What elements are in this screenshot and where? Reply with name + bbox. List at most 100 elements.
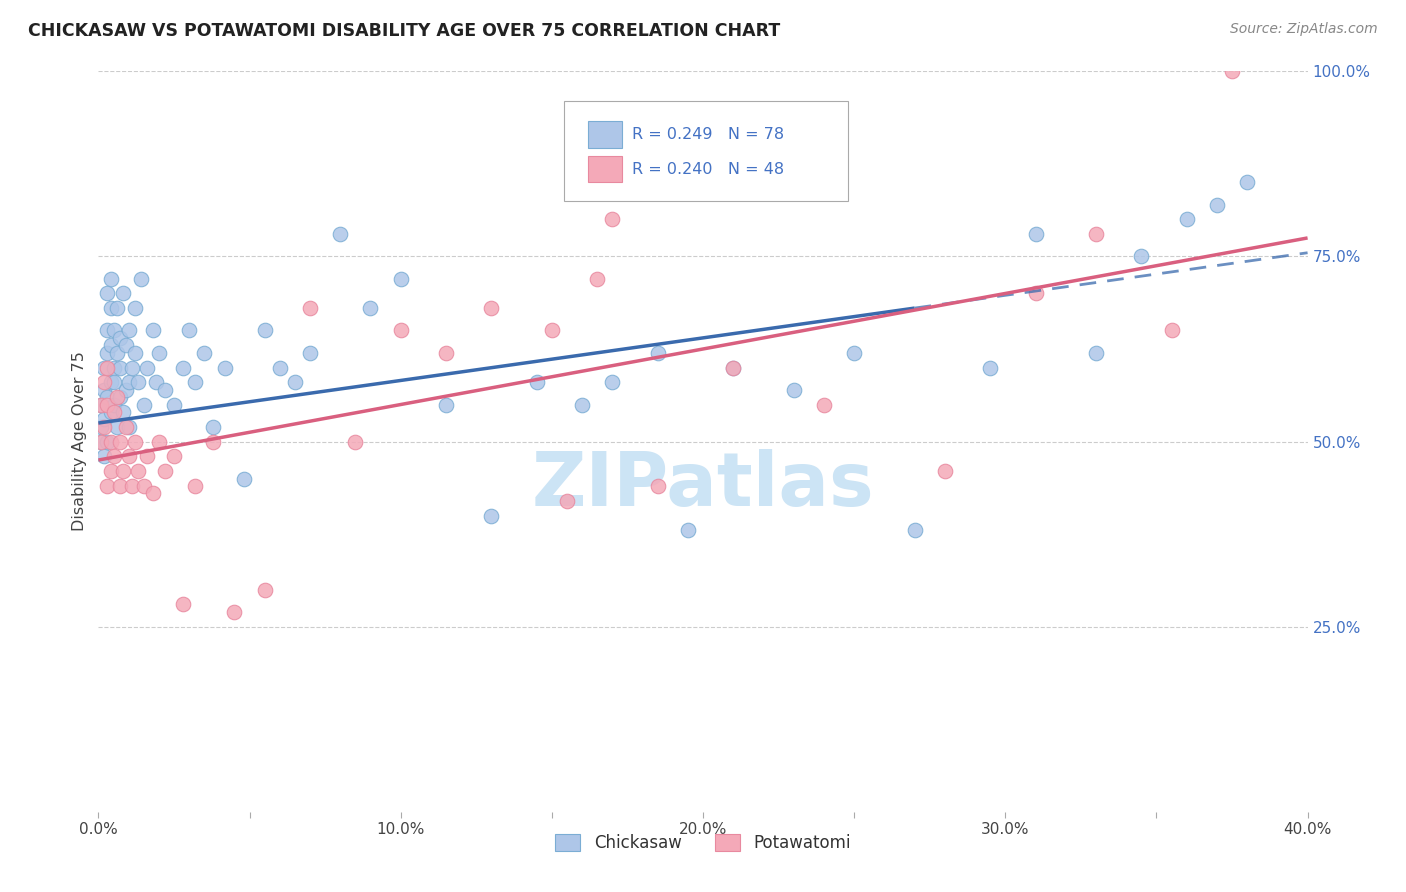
Point (118, 376, 141, 390)
Point (96, 390, 118, 404)
Point (571, 398, 593, 412)
Point (100, 271, 122, 285)
Point (202, 419, 225, 434)
Point (1024, 227, 1046, 242)
Point (127, 376, 149, 390)
Point (90, 398, 112, 412)
Point (214, 360, 236, 375)
Point (481, 508, 503, 523)
Text: Source: ZipAtlas.com: Source: ZipAtlas.com (1230, 22, 1378, 37)
Point (124, 434, 146, 449)
Point (100, 434, 122, 449)
Point (118, 450, 141, 464)
Point (184, 479, 207, 493)
Point (118, 419, 141, 434)
Point (163, 450, 186, 464)
Point (121, 360, 143, 375)
Point (676, 524, 699, 538)
Point (105, 345, 128, 359)
Point (96, 324, 118, 338)
Bar (588, 156, 621, 183)
Point (904, 524, 927, 538)
Text: ZIPatlas: ZIPatlas (531, 450, 875, 523)
Point (526, 376, 548, 390)
Point (90, 434, 112, 449)
Point (132, 398, 155, 412)
Point (153, 464, 176, 478)
Point (111, 286, 134, 301)
Point (132, 479, 155, 493)
Point (93, 383, 115, 397)
Point (232, 471, 254, 485)
Point (1024, 286, 1046, 301)
Point (96, 479, 118, 493)
Point (1130, 250, 1153, 264)
Point (1236, 175, 1258, 190)
Point (135, 360, 157, 375)
Point (93, 412, 115, 426)
Point (299, 301, 322, 316)
Point (103, 405, 125, 419)
Point (100, 376, 122, 390)
Point (148, 345, 170, 359)
Point (96, 286, 118, 301)
Point (124, 345, 146, 359)
Point (224, 605, 246, 619)
Legend: Chickasaw, Potawatomi: Chickasaw, Potawatomi (548, 828, 858, 859)
Point (602, 212, 624, 227)
Point (934, 464, 956, 478)
Point (114, 338, 136, 352)
Point (111, 464, 134, 478)
Point (481, 301, 503, 316)
Point (434, 398, 457, 412)
Point (153, 383, 176, 397)
Point (299, 345, 322, 359)
Point (979, 360, 1001, 375)
FancyBboxPatch shape (564, 101, 848, 201)
Text: R = 0.240   N = 48: R = 0.240 N = 48 (631, 161, 783, 177)
Point (1160, 324, 1182, 338)
Point (540, 324, 562, 338)
Point (96, 345, 118, 359)
Point (163, 398, 186, 412)
Point (124, 301, 146, 316)
Point (1206, 197, 1229, 211)
Point (103, 398, 125, 412)
Point (329, 227, 352, 242)
Point (105, 390, 128, 404)
Point (118, 324, 141, 338)
Point (100, 464, 122, 478)
Point (108, 390, 131, 404)
Point (93, 450, 115, 464)
Point (108, 331, 131, 345)
Point (1085, 227, 1108, 242)
Point (108, 434, 131, 449)
Point (103, 376, 125, 390)
Point (602, 376, 624, 390)
Point (129, 271, 152, 285)
Point (1085, 345, 1108, 359)
Point (108, 360, 131, 375)
Point (555, 493, 578, 508)
Point (389, 271, 412, 285)
Point (100, 338, 122, 352)
Point (105, 301, 128, 316)
Point (103, 450, 125, 464)
Point (269, 360, 291, 375)
Point (100, 301, 122, 316)
Point (96, 434, 118, 449)
Point (389, 324, 412, 338)
Point (100, 405, 122, 419)
Point (344, 434, 367, 449)
Point (127, 464, 149, 478)
Point (813, 398, 835, 412)
Point (253, 582, 276, 597)
Point (108, 479, 131, 493)
Point (586, 271, 609, 285)
Point (142, 324, 165, 338)
Point (1220, 64, 1243, 78)
Y-axis label: Disability Age Over 75: Disability Age Over 75 (72, 351, 87, 532)
Point (114, 383, 136, 397)
Point (93, 360, 115, 375)
Point (90, 398, 112, 412)
